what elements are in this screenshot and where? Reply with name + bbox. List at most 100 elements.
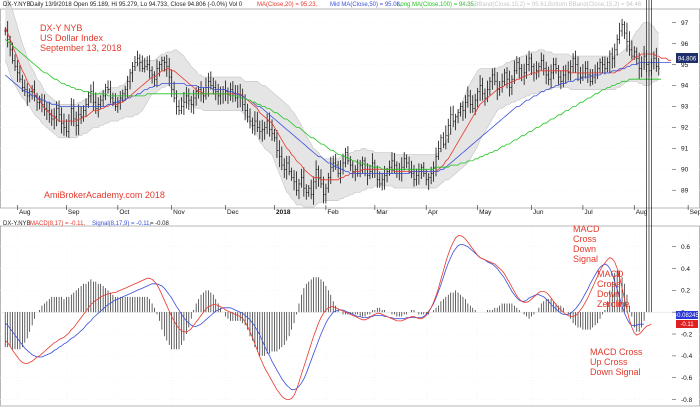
annotation-line: Down — [597, 289, 620, 299]
price-bar — [297, 178, 301, 200]
price-y-tick-label: 95 — [681, 62, 689, 69]
annotation-line: Zeroline — [597, 299, 630, 309]
price-bar — [549, 64, 553, 89]
price-y-tick-label: 89 — [681, 188, 689, 195]
price-bar — [447, 118, 450, 143]
annotation-macd-cross-down-zeroline: MACD Cross Down Zeroline — [597, 269, 630, 309]
signal-value-box: -0.11 — [676, 320, 698, 328]
price-bar — [16, 60, 19, 83]
price-header-bottom-band: Bottom BBand(Close,15,2) = 94.46 — [548, 2, 642, 8]
month-tick-label: Sep — [68, 209, 80, 216]
macd-histogram — [4, 0, 652, 356]
long-ma100-line — [4, 38, 662, 170]
price-bar — [483, 88, 487, 106]
price-bar — [381, 172, 384, 191]
price-bar — [327, 172, 330, 193]
macd-y-tick-label: 0.2 — [681, 288, 690, 295]
price-bar — [99, 95, 102, 110]
price-bar — [471, 95, 474, 113]
price-bar — [513, 60, 516, 84]
price-bar — [153, 71, 156, 87]
price-bar — [4, 27, 7, 36]
price-bar — [598, 58, 602, 74]
price-bar — [109, 80, 112, 104]
price-bar — [466, 86, 469, 108]
chart-name-label: DX-Y NYB — [40, 23, 82, 33]
price-y-tick-label: 91 — [681, 146, 689, 153]
price-bar — [261, 119, 264, 142]
price-bar — [87, 91, 90, 108]
price-header-long-ma100: Long MA(Close,100) = 94.35, — [397, 2, 476, 8]
price-bar — [547, 66, 550, 86]
price-bar — [138, 54, 141, 72]
chart-date-label: September 13, 2018 — [40, 43, 122, 53]
price-bar — [476, 87, 479, 108]
price-bar — [275, 129, 279, 158]
price-bar — [351, 160, 354, 179]
price-bar — [603, 56, 607, 75]
price-bar — [503, 68, 506, 86]
annotation-line: Down — [573, 244, 596, 254]
price-bar — [319, 169, 323, 189]
annotation-line: Cross — [597, 279, 621, 289]
price-bar — [28, 88, 31, 103]
price-bar — [214, 80, 217, 101]
price-pane[interactable]: 89 90 91 92 93 94 95 96 97 Aug Sep Oct Nov Dec 2018 Fe… — [0, 0, 700, 216]
price-bar — [258, 120, 261, 140]
price-bar — [515, 56, 518, 74]
month-tick-label: Dec — [227, 209, 239, 216]
price-bar — [217, 83, 220, 105]
price-bar — [361, 156, 364, 174]
macd-header-symbol: DX-Y.NYB — [3, 221, 31, 227]
annotation-line: MACD — [597, 269, 624, 279]
price-bar — [77, 104, 80, 136]
month-tick-label: Jun — [533, 209, 544, 216]
price-bar — [18, 65, 22, 83]
annotation-line: Down Signal — [590, 367, 641, 377]
price-bar — [163, 56, 166, 72]
bollinger-top-line — [7, 0, 659, 160]
price-bar — [23, 79, 26, 97]
price-bar — [427, 173, 430, 191]
price-bar — [616, 34, 619, 56]
price-bar — [491, 68, 494, 90]
price-y-tick-label: 92 — [681, 125, 689, 132]
price-bar — [620, 18, 624, 37]
macd-header-signal: Signal(8,17,9) = -0.11, — [92, 221, 151, 227]
price-bar — [290, 167, 293, 181]
price-bar — [80, 106, 83, 124]
macd-header: DX-Y.NYB MACD(8,17) = -0.11, Signal(8,17… — [3, 221, 170, 227]
price-bar — [459, 102, 462, 117]
price-bar — [344, 147, 347, 168]
month-tick-label: Aug — [19, 209, 31, 216]
price-bar — [383, 165, 386, 190]
price-bar — [302, 167, 305, 197]
price-bar — [542, 54, 545, 76]
price-bar — [300, 168, 303, 188]
price-bar — [322, 176, 325, 204]
price-bar — [160, 56, 163, 72]
last-price-value: 94.806 — [678, 57, 697, 63]
month-tick-label: Jul — [584, 209, 593, 216]
price-bar — [155, 59, 159, 88]
price-bar — [148, 55, 151, 79]
price-bar — [557, 64, 560, 85]
chart-description-label: US Dollar Index — [40, 33, 104, 43]
month-tick-label: Apr — [428, 209, 439, 216]
price-bar — [173, 81, 176, 103]
price-bar — [586, 60, 589, 83]
annotation-line: MACD — [573, 224, 600, 234]
price-y-tick-label: 93 — [681, 104, 689, 111]
price-bar — [638, 52, 641, 80]
price-bar — [393, 152, 396, 174]
month-tick-label: Mar — [376, 209, 388, 216]
price-bar — [454, 113, 457, 131]
price-bar — [256, 111, 259, 133]
price-bar — [368, 164, 372, 180]
price-bar — [97, 97, 100, 118]
price-bar — [518, 57, 521, 79]
price-bar — [246, 103, 249, 123]
price-bar — [124, 85, 127, 101]
